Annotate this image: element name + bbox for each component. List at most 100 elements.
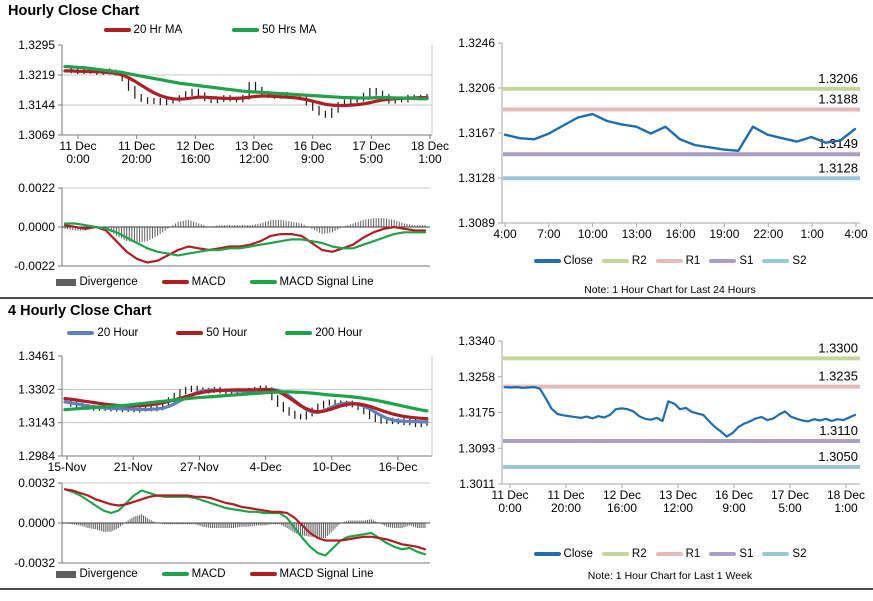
svg-text:1.3089: 1.3089	[458, 216, 495, 230]
svg-text:11 Dec: 11 Dec	[547, 488, 584, 502]
svg-text:16:00: 16:00	[180, 152, 210, 166]
legend-item-20-hr-ma: 20 Hr MA	[103, 24, 183, 36]
legend-item-s1: S1	[709, 548, 753, 560]
weekly-pivot-legend: Close R2 R1 S1 S2	[500, 548, 840, 560]
svg-text:-0.0022: -0.0022	[14, 259, 55, 273]
legend-label: S2	[792, 548, 807, 560]
svg-text:11 Dec: 11 Dec	[59, 139, 96, 153]
hourly-macd-chart: 0.0022 0.0000 -0.0022	[14, 181, 430, 273]
legend-label: R1	[685, 548, 701, 560]
legend-swatch	[285, 331, 313, 335]
svg-text:1.3340: 1.3340	[458, 334, 495, 348]
legend-swatch	[709, 552, 737, 556]
legend-label: R2	[631, 255, 647, 267]
svg-text:0:00: 0:00	[66, 152, 90, 166]
legend-item-r2: R2	[601, 255, 647, 267]
legend-item-divergence: Divergence	[56, 568, 138, 580]
svg-text:12 Dec: 12 Dec	[176, 139, 214, 153]
legend-swatch	[601, 259, 629, 263]
svg-text:1.3300: 1.3300	[818, 340, 858, 355]
legend-swatch	[655, 259, 683, 263]
svg-text:1.3246: 1.3246	[458, 36, 495, 50]
legend-label: MACD Signal Line	[279, 568, 374, 580]
legend-item-s2: S2	[762, 548, 806, 560]
section-divider	[0, 297, 873, 299]
legend-item-close: Close	[533, 255, 593, 267]
hourly-section-title: Hourly Close Chart	[8, 3, 140, 19]
legend-swatch	[762, 259, 790, 263]
svg-text:1.3144: 1.3144	[18, 98, 55, 112]
legend-label: S1	[739, 548, 754, 560]
svg-text:1.3206: 1.3206	[458, 81, 495, 95]
legend-swatch	[249, 572, 277, 576]
svg-text:1.3219: 1.3219	[18, 68, 55, 82]
legend-label: R2	[631, 548, 647, 560]
svg-text:13 Dec: 13 Dec	[659, 488, 697, 502]
svg-text:1:00: 1:00	[834, 501, 858, 515]
legend-item-divergence: Divergence	[56, 276, 138, 288]
legend-swatch	[56, 278, 77, 286]
svg-text:0.0000: 0.0000	[18, 220, 55, 234]
legend-swatch	[161, 280, 189, 284]
legend-swatch	[161, 572, 189, 576]
legend-label: MACD	[191, 568, 226, 580]
svg-text:20:00: 20:00	[122, 152, 152, 166]
svg-text:1.3149: 1.3149	[818, 136, 858, 151]
legend-swatch	[533, 259, 561, 263]
legend-swatch	[56, 570, 77, 578]
legend-item-macd: MACD	[161, 568, 226, 580]
legend-item-200-hour: 200 Hour	[285, 327, 363, 339]
svg-text:27-Nov: 27-Nov	[180, 460, 219, 474]
svg-text:1:00: 1:00	[800, 227, 824, 241]
svg-text:1.3167: 1.3167	[458, 126, 495, 140]
legend-label: Close	[563, 548, 593, 560]
svg-text:5:00: 5:00	[360, 152, 384, 166]
legend-label: R1	[685, 255, 701, 267]
legend-swatch	[67, 331, 95, 335]
four-hourly-section-title: 4 Hourly Close Chart	[8, 303, 152, 319]
legend-label: 20 Hr MA	[133, 24, 183, 36]
svg-text:16 Dec: 16 Dec	[294, 139, 332, 153]
legend-item-50-hrs-ma: 50 Hrs MA	[232, 24, 316, 36]
svg-text:7:00: 7:00	[537, 227, 561, 241]
svg-text:1.3050: 1.3050	[818, 449, 858, 464]
four-hourly-ma-legend: 20 Hour 50 Hour 200 Hour	[40, 327, 390, 339]
hourly-ma-legend: 20 Hr MA 50 Hrs MA	[40, 24, 380, 36]
svg-text:0.0032: 0.0032	[18, 476, 55, 490]
legend-label: MACD	[191, 276, 226, 288]
legend-label: S2	[792, 255, 807, 267]
svg-text:20:00: 20:00	[551, 501, 581, 515]
svg-text:16-Dec: 16-Dec	[379, 460, 418, 474]
svg-text:4:00: 4:00	[844, 227, 868, 241]
legend-swatch	[249, 280, 277, 284]
svg-text:12:00: 12:00	[239, 152, 269, 166]
svg-text:0.0022: 0.0022	[18, 181, 55, 195]
legend-item-r1: R1	[655, 548, 701, 560]
svg-text:9:00: 9:00	[301, 152, 325, 166]
weekly-pivot-note: Note: 1 Hour Chart for Last 1 Week	[587, 570, 753, 582]
svg-text:9:00: 9:00	[722, 501, 746, 515]
svg-text:1.3069: 1.3069	[18, 128, 55, 142]
svg-text:1.2984: 1.2984	[18, 449, 55, 463]
svg-text:1.3295: 1.3295	[18, 38, 55, 52]
svg-text:22:00: 22:00	[753, 227, 783, 241]
legend-swatch	[232, 28, 260, 32]
legend-item-50-hour: 50 Hour	[176, 327, 247, 339]
svg-text:10-Dec: 10-Dec	[312, 460, 351, 474]
legend-item-s1: S1	[709, 255, 753, 267]
hourly-pivot-note: Note: 1 Hour Chart for Last 24 Hours	[584, 284, 756, 296]
legend-swatch	[533, 552, 561, 556]
svg-text:17 Dec: 17 Dec	[771, 488, 809, 502]
legend-item-close: Close	[533, 548, 593, 560]
legend-label: 50 Hrs MA	[262, 24, 317, 36]
legend-label: Close	[563, 255, 593, 267]
hourly-pivot-legend: Close R2 R1 S1 S2	[500, 255, 840, 267]
legend-item-20-hour: 20 Hour	[67, 327, 138, 339]
svg-text:1.3258: 1.3258	[458, 370, 495, 384]
legend-item-r2: R2	[601, 548, 647, 560]
svg-text:10:00: 10:00	[578, 227, 608, 241]
